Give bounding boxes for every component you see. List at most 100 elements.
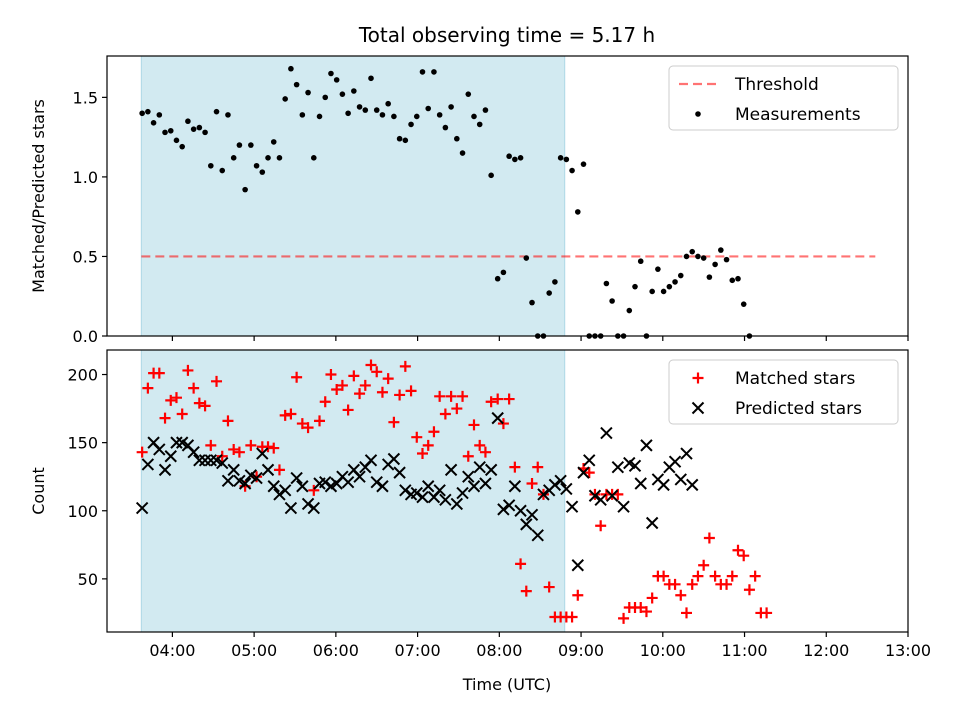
predicted-star-point (467, 480, 481, 493)
measurement-point (436, 112, 443, 118)
measurement-point (718, 247, 724, 253)
matched-star-point (658, 570, 670, 582)
measurement-point (517, 155, 524, 161)
matched-star-point (354, 388, 366, 400)
measurement-point (185, 118, 191, 125)
measurement-point (442, 124, 449, 131)
matched-star-point (726, 570, 738, 582)
measurement-point (580, 161, 587, 167)
predicted-star-point (164, 450, 177, 463)
matched-star-point (233, 446, 245, 458)
matched-star-point (526, 478, 538, 490)
x-tick-label: 13:00 (885, 641, 931, 660)
matched-star-point (182, 364, 194, 376)
predicted-star-point (571, 559, 584, 572)
matched-star-point (439, 408, 451, 420)
matched-star-point (342, 404, 354, 416)
predicted-star-point (531, 529, 544, 542)
predicted-star-point (393, 466, 406, 479)
measurement-point (351, 88, 357, 94)
matched-star-point (296, 418, 308, 430)
matched-star-point (474, 439, 486, 451)
measurement-point (557, 155, 564, 161)
y-tick-label: 50 (78, 570, 98, 589)
predicted-star-point (456, 486, 469, 500)
predicted-star-point (554, 474, 567, 487)
predicted-star-point (583, 454, 596, 467)
predicted-star-point (657, 478, 670, 492)
axes-frame (106, 55, 909, 337)
predicted-star-point (301, 497, 315, 511)
predicted-star-point (198, 454, 212, 467)
matched-star-point (543, 581, 555, 593)
measurement-point (419, 69, 426, 75)
matched-star-point (308, 484, 320, 496)
measurement-point (196, 124, 203, 131)
matched-star-point (646, 592, 658, 604)
measurement-point (425, 105, 432, 112)
matched-star-point (205, 439, 217, 451)
matched-star-point (686, 578, 698, 590)
measurement-point (225, 112, 231, 118)
measurement-point (305, 89, 311, 96)
matched-star-point (302, 422, 314, 434)
y-tick-label: 1.0 (73, 168, 98, 187)
matched-star-point (709, 570, 721, 582)
predicted-star-point (296, 480, 309, 493)
measurement-point (700, 255, 707, 261)
predicted-star-point (387, 452, 401, 466)
predicted-star-point (187, 445, 200, 459)
bottom-panel: 04:00 05:00 06:00 07:00 08:00 09:00 10:00 11:00… (29, 349, 931, 660)
legend-frame (668, 65, 899, 131)
predicted-star-point (439, 493, 452, 507)
matched-star-point (515, 558, 527, 570)
x-tick-label: 12:00 (803, 641, 849, 660)
matched-star-point (319, 396, 331, 408)
predicted-star-point (278, 484, 292, 497)
measurement-point (316, 113, 323, 120)
matched-star-point (422, 439, 434, 451)
predicted-star-point (410, 486, 423, 500)
measurement-point (666, 283, 673, 290)
measurement-point (552, 279, 558, 285)
measurement-point (322, 94, 329, 101)
predicted-star-point (548, 478, 562, 492)
predicted-star-point (153, 443, 166, 456)
matched-star-point (142, 382, 154, 394)
measurement-point (546, 290, 552, 296)
predicted-star-point (502, 499, 516, 512)
predicted-star-point (376, 480, 389, 493)
matched-star-point (291, 371, 303, 383)
measurement-point (293, 81, 300, 88)
predicted-star-point (399, 484, 412, 497)
measurement-point (408, 121, 414, 128)
predicted-star-point (640, 439, 653, 452)
matched-star-point (382, 373, 394, 385)
matched-star-point (331, 384, 343, 396)
matched-star-point (399, 360, 411, 372)
measurement-point (431, 69, 437, 75)
measurement-point (139, 110, 145, 117)
measurement-point (362, 107, 369, 113)
shaded-span (140, 349, 566, 633)
predicted-star-point (204, 454, 218, 467)
matched-star-point (468, 419, 480, 431)
predicted-star-point (680, 447, 693, 460)
measurement-point (740, 301, 747, 307)
matched-star-point (388, 416, 400, 428)
matched-star-point (509, 461, 521, 473)
matched-star-point (703, 532, 715, 544)
top-panel: 0.0 0.5 1.0 1.5 Matched/Predicted stars Thres… (29, 55, 909, 346)
matched-star-point (262, 441, 274, 453)
measurement-point (448, 104, 454, 110)
measurement-point (465, 91, 472, 97)
predicted-star-point (284, 501, 298, 515)
measurement-point (345, 110, 351, 117)
measurement-point (236, 142, 243, 148)
predicted-star-point (565, 500, 579, 513)
measurement-point (167, 127, 174, 134)
measurement-point (712, 261, 718, 268)
matched-star-point (365, 359, 377, 371)
matched-star-point (199, 400, 211, 412)
